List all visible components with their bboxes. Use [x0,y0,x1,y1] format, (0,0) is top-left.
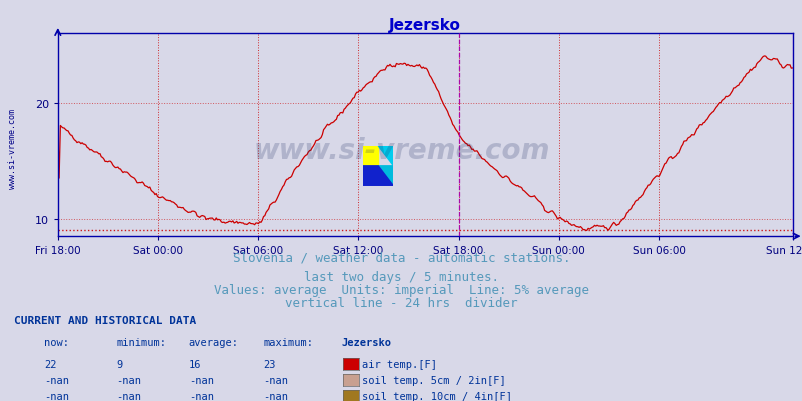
Text: -nan: -nan [188,375,213,385]
Text: Jezersko: Jezersko [341,337,391,347]
Text: -nan: -nan [263,391,288,401]
Text: -nan: -nan [263,375,288,385]
Text: minimum:: minimum: [116,337,166,347]
Text: -nan: -nan [44,375,69,385]
Text: 16: 16 [188,359,201,369]
Bar [363,146,378,166]
Text: Slovenia / weather data - automatic stations.: Slovenia / weather data - automatic stat… [233,251,569,263]
Text: www.si-vreme.com: www.si-vreme.com [253,136,549,164]
Text: -nan: -nan [44,391,69,401]
Text: 9: 9 [116,359,123,369]
Text: 23: 23 [263,359,276,369]
Text: average:: average: [188,337,238,347]
Text: maximum:: maximum: [263,337,313,347]
Text: -nan: -nan [116,375,141,385]
Text: Values: average  Units: imperial  Line: 5% average: Values: average Units: imperial Line: 5%… [214,283,588,296]
Text: vertical line - 24 hrs  divider: vertical line - 24 hrs divider [285,296,517,309]
Polygon shape [363,166,393,186]
Polygon shape [378,146,393,166]
Text: CURRENT AND HISTORICAL DATA: CURRENT AND HISTORICAL DATA [14,315,196,325]
Text: last two days / 5 minutes.: last two days / 5 minutes. [304,270,498,283]
Polygon shape [378,166,393,186]
Text: -nan: -nan [188,391,213,401]
Text: soil temp. 5cm / 2in[F]: soil temp. 5cm / 2in[F] [362,375,505,385]
Text: www.si-vreme.com: www.si-vreme.com [8,108,17,188]
Text: 22: 22 [44,359,57,369]
Text: now:: now: [44,337,69,347]
Title: Jezersko: Jezersko [389,18,460,33]
Text: soil temp. 10cm / 4in[F]: soil temp. 10cm / 4in[F] [362,391,512,401]
Text: -nan: -nan [116,391,141,401]
Text: air temp.[F]: air temp.[F] [362,359,436,369]
